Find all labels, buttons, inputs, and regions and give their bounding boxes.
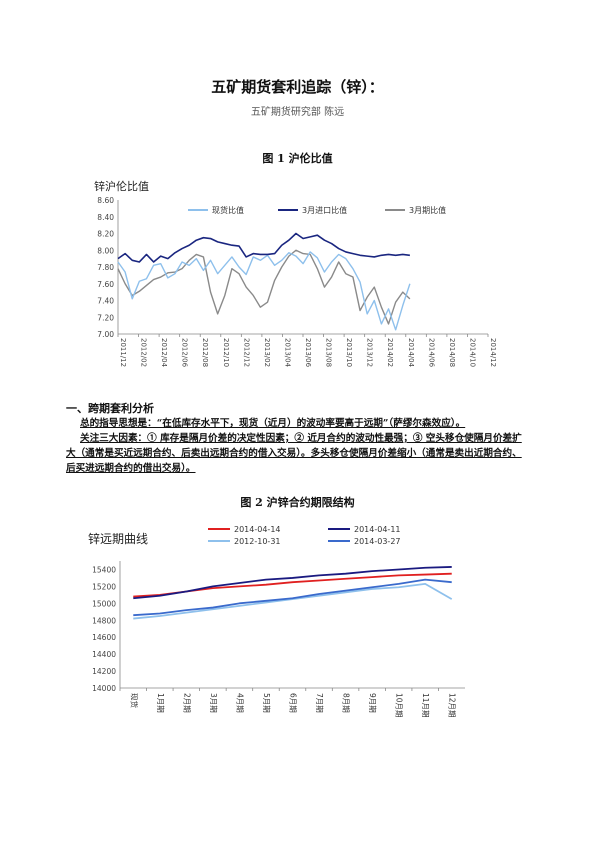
x-tick-label: 2014/06	[427, 338, 435, 368]
figure2-caption: 图 2 沪锌合约期限结构	[240, 496, 355, 509]
series-line	[133, 582, 453, 620]
y-tick-label: 7.80	[97, 263, 114, 272]
x-tick-label: 7月期	[315, 693, 324, 713]
series-line	[117, 249, 411, 325]
section-heading: 一、跨期套利分析	[66, 402, 154, 415]
x-tick-label: 5月期	[262, 693, 271, 713]
x-tick-label: 10月期	[395, 693, 404, 718]
x-tick-label: 12月期	[448, 693, 457, 718]
author-line: 五矿期货研究部 陈远	[250, 107, 345, 118]
y-tick-label: 14400	[92, 650, 116, 659]
series-line	[133, 566, 452, 600]
x-tick-label: 3月期	[209, 693, 218, 713]
x-tick-label: 现货	[129, 693, 139, 708]
y-tick-label: 8.40	[97, 213, 114, 222]
y-tick-label: 8.20	[97, 230, 114, 239]
y-tick-label: 14000	[92, 684, 116, 693]
x-tick-label: 2012/02	[140, 338, 148, 367]
x-tick-label: 2014/02	[386, 338, 394, 367]
forward-curve-chart: 14000 14200 14400 14600 14800 15000 15200 15400…	[92, 525, 465, 718]
page-title: 五矿期货套利追踪（锌）：	[211, 78, 384, 96]
series-line	[117, 251, 411, 331]
legend-label: 2012-10-31	[234, 537, 281, 546]
x-tick-label: 2012/06	[181, 338, 189, 368]
x-tick-label: 2012/08	[201, 338, 209, 367]
legend-label: 现货比值	[212, 205, 244, 215]
x-tick-label: 2014/10	[468, 338, 476, 367]
x-tick-label: 8月期	[342, 693, 351, 713]
y-tick-label: 7.20	[97, 313, 114, 322]
x-tick-label: 2013/06	[304, 338, 312, 368]
legend-label: 2014-04-14	[234, 525, 281, 534]
series-line	[117, 232, 410, 263]
x-tick-label: 2013/04	[283, 338, 291, 368]
y-tick-label: 8.60	[97, 196, 114, 205]
guiding-principle-text: 总的指导思想是：“在低库存水平下，现货（近月）的波动率要高于远期”（萨缪尔森效应…	[80, 418, 466, 429]
x-tick-label: 9月期	[368, 693, 377, 713]
y-tick-label: 14600	[92, 633, 116, 642]
y-tick-label: 14200	[92, 667, 116, 676]
y-tick-label: 15000	[92, 599, 116, 608]
x-tick-label: 4月期	[235, 693, 244, 713]
x-tick-label: 2014/08	[448, 338, 456, 367]
figure1-chart-title: 锌沪伦比值	[94, 180, 149, 193]
figure2-chart-title: 锌远期曲线	[88, 532, 149, 546]
x-tick-label: 2011/12	[119, 338, 127, 367]
x-tick-label: 2013/02	[263, 338, 271, 367]
x-tick-label: 2014/04	[407, 338, 415, 368]
ratio-chart: 7.00 7.20 7.40 7.60 7.80 8.00 8.20 8.40 8.60 2011…	[97, 196, 497, 368]
y-tick-label: 7.60	[97, 280, 114, 289]
y-tick-label: 15200	[92, 582, 116, 591]
x-tick-label: 11月期	[421, 693, 430, 718]
x-tick-label: 2月期	[182, 693, 191, 713]
y-tick-label: 7.40	[97, 297, 114, 306]
y-tick-label: 14800	[92, 616, 116, 625]
three-factors-text: 关注三大因素：① 库存是隔月价差的决定性因素；② 近月合约的波动性最强；③ 空头…	[66, 433, 522, 474]
x-tick-label: 1月期	[156, 693, 165, 713]
legend-label: 2014-03-27	[354, 537, 401, 546]
y-tick-label: 8.00	[97, 246, 114, 255]
legend-label: 3月进口比值	[302, 205, 347, 215]
legend-label: 2014-04-11	[354, 525, 401, 534]
x-tick-label: 2013/08	[325, 338, 333, 367]
x-tick-label: 2012/04	[160, 338, 168, 368]
x-tick-label: 2013/10	[345, 338, 353, 367]
y-tick-label: 7.00	[97, 330, 114, 339]
series-line	[133, 578, 452, 617]
x-tick-label: 2014/12	[489, 338, 497, 367]
y-tick-label: 15400	[92, 565, 116, 574]
figure1-caption: 图 1 沪伦比值	[262, 152, 333, 165]
legend-label: 3月期比值	[409, 205, 446, 215]
x-tick-label: 2013/12	[366, 338, 374, 367]
x-tick-label: 2012/12	[242, 338, 250, 367]
x-tick-label: 2012/10	[222, 338, 230, 367]
x-tick-label: 6月期	[289, 693, 298, 713]
